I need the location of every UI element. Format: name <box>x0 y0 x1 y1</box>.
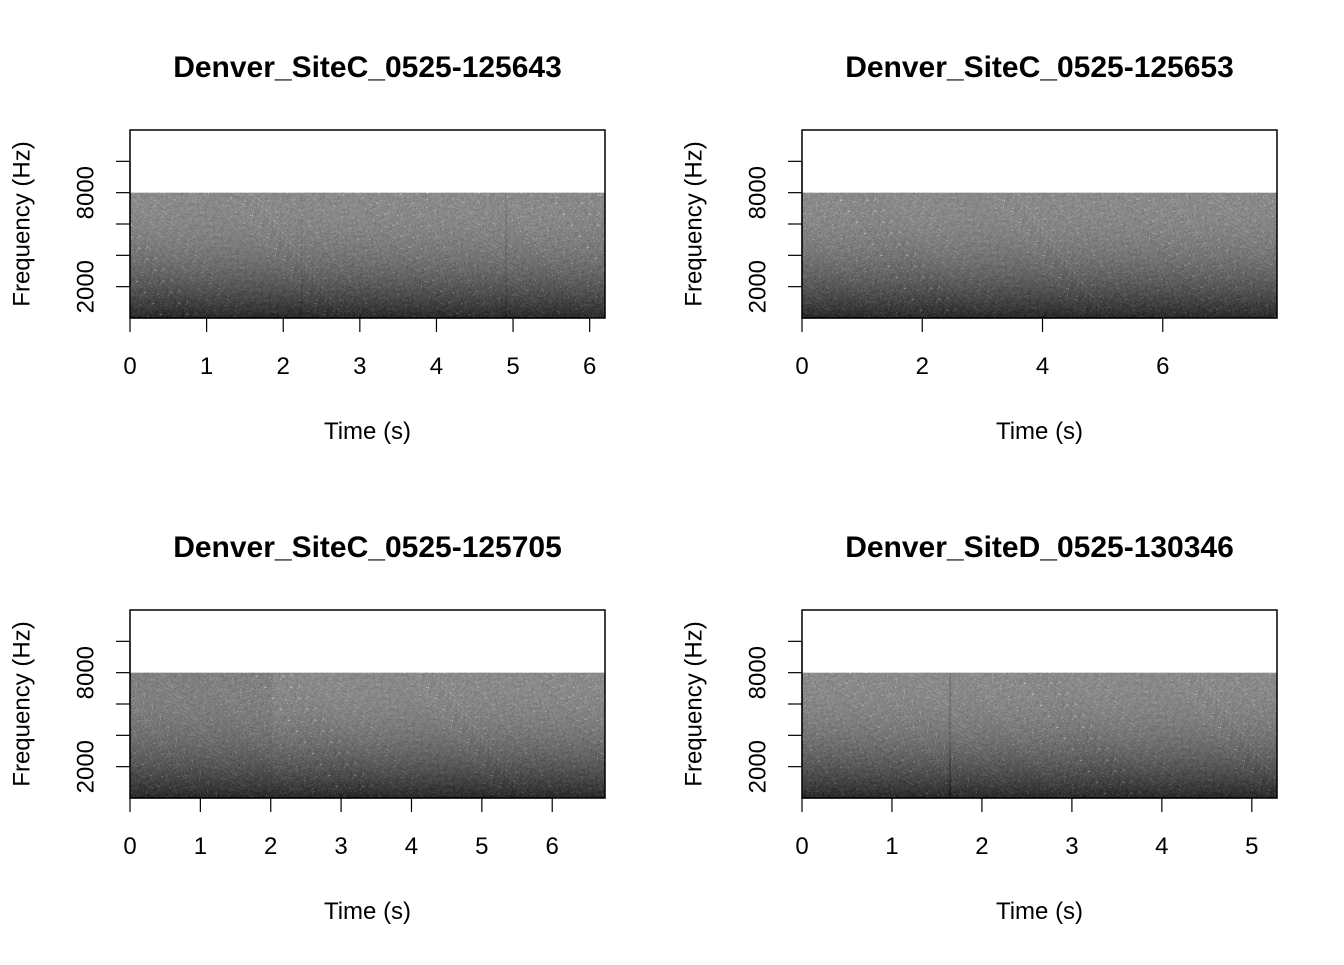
x-tick-label: 2 <box>264 833 277 860</box>
spectrogram-panel-1: Denver_SiteC_0525-125643 0 1 2 3 4 5 6 2000 8000 T… <box>9 51 606 445</box>
spectrogram-panel-4: Denver_SiteD_0525-130346 0 1 2 3 4 5 2000 8000 Ti… <box>681 531 1278 925</box>
y-axis-label: Frequency (Hz) <box>681 621 708 786</box>
spectrogram-panel-3: Denver_SiteC_0525-125705 0 1 2 3 4 5 6 2000 8000 T… <box>9 531 606 925</box>
x-tick-label: 4 <box>1036 353 1049 380</box>
x-axis-label: Time (s) <box>996 898 1083 925</box>
chart-title: Denver_SiteC_0525-125643 <box>173 51 562 84</box>
y-tick-label: 2000 <box>73 740 100 793</box>
spectrogram-image <box>130 672 605 798</box>
x-tick-label: 5 <box>475 833 488 860</box>
x-axis-label: Time (s) <box>324 898 411 925</box>
x-tick-label: 6 <box>1156 353 1169 380</box>
x-axis-label: Time (s) <box>996 418 1083 445</box>
y-axis-label: Frequency (Hz) <box>9 141 36 306</box>
y-tick-label: 8000 <box>745 646 772 699</box>
spectrogram-panel-2: Denver_SiteC_0525-125653 0 2 4 6 2000 8000 Time… <box>681 51 1278 445</box>
spectrogram-image <box>802 192 1277 318</box>
y-tick-label: 8000 <box>73 646 100 699</box>
y-tick-label: 2000 <box>745 740 772 793</box>
y-tick-label: 8000 <box>745 166 772 219</box>
x-tick-label: 2 <box>916 353 929 380</box>
x-tick-label: 0 <box>123 833 136 860</box>
spectrogram-image <box>130 192 605 318</box>
chart-title: Denver_SiteC_0525-125705 <box>173 531 562 564</box>
x-axis-label: Time (s) <box>324 418 411 445</box>
x-tick-label: 3 <box>334 833 347 860</box>
x-tick-label: 3 <box>1065 833 1078 860</box>
x-tick-label: 4 <box>1155 833 1168 860</box>
y-tick-label: 2000 <box>745 260 772 313</box>
x-tick-label: 5 <box>506 353 519 380</box>
x-tick-label: 4 <box>430 353 443 380</box>
x-tick-label: 2 <box>975 833 988 860</box>
chart-title: Denver_SiteD_0525-130346 <box>845 531 1234 564</box>
y-tick-label: 2000 <box>73 260 100 313</box>
x-tick-label: 6 <box>583 353 596 380</box>
x-tick-label: 0 <box>795 353 808 380</box>
x-tick-label: 1 <box>200 353 213 380</box>
x-tick-label: 1 <box>885 833 898 860</box>
x-tick-label: 0 <box>795 833 808 860</box>
x-tick-label: 2 <box>277 353 290 380</box>
x-tick-label: 3 <box>353 353 366 380</box>
x-tick-label: 1 <box>194 833 207 860</box>
x-tick-label: 6 <box>546 833 559 860</box>
spectrogram-image <box>802 672 1277 798</box>
y-axis-label: Frequency (Hz) <box>9 621 36 786</box>
y-axis-label: Frequency (Hz) <box>681 141 708 306</box>
x-tick-label: 5 <box>1245 833 1258 860</box>
y-tick-label: 8000 <box>73 166 100 219</box>
x-tick-label: 4 <box>405 833 418 860</box>
chart-title: Denver_SiteC_0525-125653 <box>845 51 1234 84</box>
x-tick-label: 0 <box>123 353 136 380</box>
